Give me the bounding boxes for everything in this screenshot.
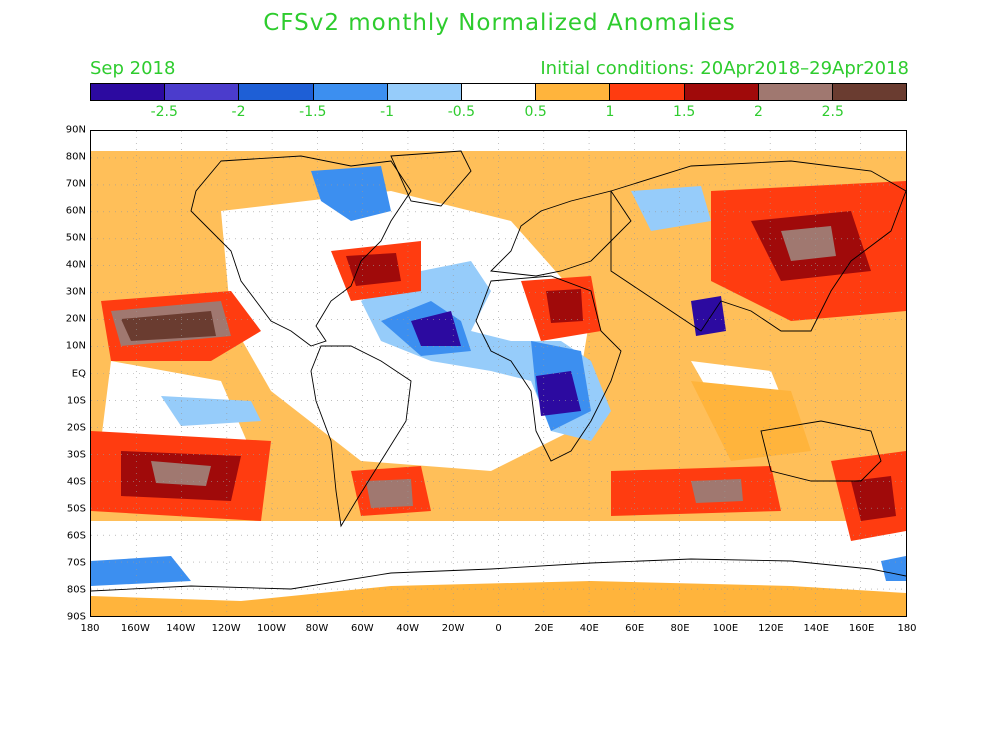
longitude-tick-label: 120W: [211, 623, 241, 634]
latitude-tick-label: 20N: [65, 313, 86, 325]
longitude-tick-label: 100W: [257, 623, 287, 634]
latitude-tick-label: 20S: [66, 422, 86, 434]
month-label: Sep 2018: [90, 58, 176, 79]
colorbar-tick-label: -2: [231, 104, 246, 120]
longitude-tick-label: 180: [897, 623, 917, 634]
colorbar-segment: [610, 84, 685, 100]
colorbar-segment: [91, 84, 166, 100]
colorbar-segment: [461, 84, 537, 100]
colorbar-segment: [239, 84, 314, 100]
latitude-tick-label: 80S: [66, 584, 86, 596]
latitude-tick-label: 70S: [66, 557, 86, 569]
longitude-tick-label: 60W: [351, 623, 374, 634]
colorbar-segment: [313, 84, 388, 100]
longitude-tick-label: 20W: [441, 623, 465, 634]
colorbar-tick-label: -1.5: [299, 104, 327, 120]
longitude-tick-label: 80W: [305, 623, 329, 634]
longitude-tick-label: 180: [80, 623, 100, 634]
initial-conditions-label: Initial conditions: 20Apr2018–29Apr2018: [540, 58, 909, 79]
longitude-tick-label: 20E: [534, 623, 554, 634]
latitude-tick-label: 40N: [65, 259, 86, 271]
latitude-tick-label: 30N: [65, 286, 86, 298]
latitude-tick-label: 90N: [65, 124, 86, 136]
colorbar-tick-label: 2: [753, 104, 763, 120]
anomaly-map: [90, 130, 907, 617]
latitude-tick-label: 30S: [66, 449, 86, 461]
latitude-tick-label: 70N: [65, 178, 86, 190]
longitude-tick-label: 140W: [166, 623, 196, 634]
latitude-tick-label: 80N: [65, 151, 86, 163]
longitude-tick-label: 80E: [670, 623, 690, 634]
longitude-tick-label: 40W: [396, 623, 420, 634]
longitude-tick-label: 120E: [758, 623, 784, 634]
colorbar: [90, 83, 907, 101]
colorbar-segment: [684, 84, 759, 100]
longitude-tick-label: 160W: [120, 623, 150, 634]
latitude-tick-label: 50N: [65, 232, 86, 244]
colorbar-tick-label: -0.5: [447, 104, 476, 120]
latitude-tick-label: 60N: [65, 205, 86, 217]
colorbar-tick-label: -1: [380, 104, 395, 120]
colorbar-segment: [165, 84, 240, 100]
longitude-tick-label: 140E: [803, 623, 829, 634]
colorbar-tick-label: -2.5: [150, 104, 178, 120]
longitude-tick-label: 100E: [712, 623, 739, 634]
longitude-tick-label: 160E: [848, 623, 875, 634]
colorbar-segment: [387, 84, 462, 100]
colorbar-tick-label: 2.5: [821, 104, 844, 120]
chart-title: CFSv2 monthly Normalized Anomalies: [263, 10, 736, 36]
longitude-tick-label: 40E: [579, 623, 599, 634]
colorbar-segment: [758, 84, 833, 100]
latitude-tick-label: 40S: [66, 476, 86, 488]
anomaly-fields: [91, 151, 906, 616]
coastlines: [91, 150, 906, 592]
latitude-tick-label: 50S: [66, 503, 86, 515]
map-svg: [91, 131, 906, 616]
colorbar-segment: [832, 84, 907, 100]
colorbar-tick-label: 1.5: [673, 104, 696, 120]
latitude-tick-label: 90S: [66, 611, 86, 623]
colorbar-tick-label: 1: [605, 104, 615, 120]
colorbar-segment: [536, 84, 611, 100]
latitude-tick-label: 60S: [66, 530, 86, 542]
latitude-tick-label: 10S: [66, 395, 86, 407]
longitude-tick-label: 0: [495, 623, 502, 634]
latitude-tick-label: EQ: [71, 368, 86, 379]
latitude-tick-label: 10N: [65, 340, 86, 352]
longitude-tick-label: 60E: [625, 623, 645, 634]
colorbar-tick-label: 0.5: [524, 104, 547, 120]
